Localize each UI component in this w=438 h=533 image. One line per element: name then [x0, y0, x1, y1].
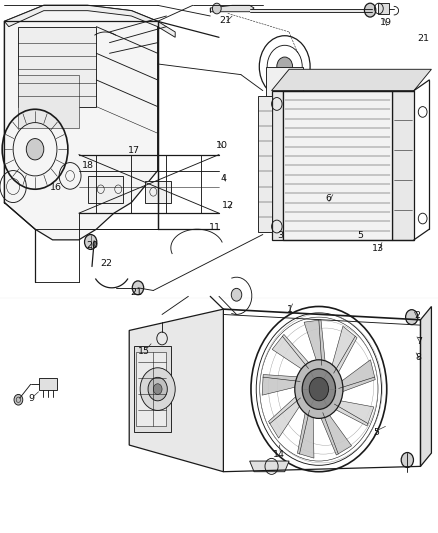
Text: 5: 5	[357, 231, 363, 240]
Circle shape	[212, 3, 221, 14]
Circle shape	[406, 310, 418, 325]
Polygon shape	[129, 309, 223, 472]
Polygon shape	[272, 334, 312, 372]
Text: 4: 4	[220, 174, 226, 183]
Circle shape	[277, 57, 293, 76]
Bar	[0, 0, 438, 298]
Circle shape	[26, 139, 44, 160]
Bar	[392, 91, 414, 240]
Circle shape	[401, 453, 413, 467]
Bar	[272, 91, 283, 240]
Text: 11: 11	[208, 223, 221, 231]
Polygon shape	[338, 360, 375, 393]
Text: 15: 15	[138, 348, 150, 356]
Polygon shape	[250, 461, 289, 472]
Circle shape	[14, 394, 23, 405]
Bar	[250, 9, 372, 12]
Polygon shape	[4, 5, 158, 240]
Text: 6: 6	[325, 195, 332, 203]
Bar	[88, 176, 123, 203]
Polygon shape	[272, 69, 431, 91]
Bar	[378, 3, 389, 14]
Bar	[266, 67, 303, 96]
Circle shape	[231, 288, 242, 301]
Bar	[18, 27, 96, 107]
Bar	[136, 352, 166, 426]
Circle shape	[132, 281, 144, 295]
Bar	[18, 75, 79, 128]
Bar	[258, 96, 272, 232]
Text: 21: 21	[219, 17, 232, 25]
Text: 9: 9	[28, 394, 35, 403]
Polygon shape	[332, 400, 374, 426]
Polygon shape	[297, 407, 314, 458]
Polygon shape	[268, 393, 302, 438]
Polygon shape	[319, 411, 352, 455]
Circle shape	[148, 377, 167, 401]
Polygon shape	[4, 5, 175, 37]
Polygon shape	[262, 375, 302, 395]
Bar	[39, 378, 57, 390]
Text: 20: 20	[86, 241, 98, 249]
Circle shape	[364, 3, 376, 17]
Circle shape	[302, 369, 336, 409]
Circle shape	[85, 235, 97, 249]
Circle shape	[140, 368, 175, 410]
Text: 8: 8	[415, 353, 421, 361]
Polygon shape	[304, 320, 325, 367]
Text: 22: 22	[100, 259, 113, 268]
Polygon shape	[210, 5, 254, 12]
Text: 14: 14	[273, 450, 285, 458]
Text: 18: 18	[81, 161, 94, 169]
Circle shape	[153, 384, 162, 394]
Text: 7: 7	[417, 337, 423, 345]
Polygon shape	[420, 306, 431, 466]
Circle shape	[295, 360, 343, 418]
Text: 10: 10	[216, 141, 228, 150]
Text: 21: 21	[131, 288, 143, 296]
Text: 16: 16	[50, 183, 62, 192]
Text: 2: 2	[414, 311, 420, 320]
Text: 1: 1	[287, 305, 293, 313]
Text: 21: 21	[417, 34, 430, 43]
Bar	[283, 91, 392, 240]
Text: 17: 17	[127, 146, 140, 155]
Circle shape	[309, 377, 328, 401]
Text: 3: 3	[277, 231, 283, 240]
Text: 19: 19	[380, 19, 392, 27]
Text: 12: 12	[222, 201, 234, 210]
Bar	[134, 346, 171, 432]
Bar	[145, 181, 171, 203]
Text: 5: 5	[373, 429, 379, 437]
Polygon shape	[331, 326, 357, 377]
Text: 13: 13	[371, 244, 384, 253]
